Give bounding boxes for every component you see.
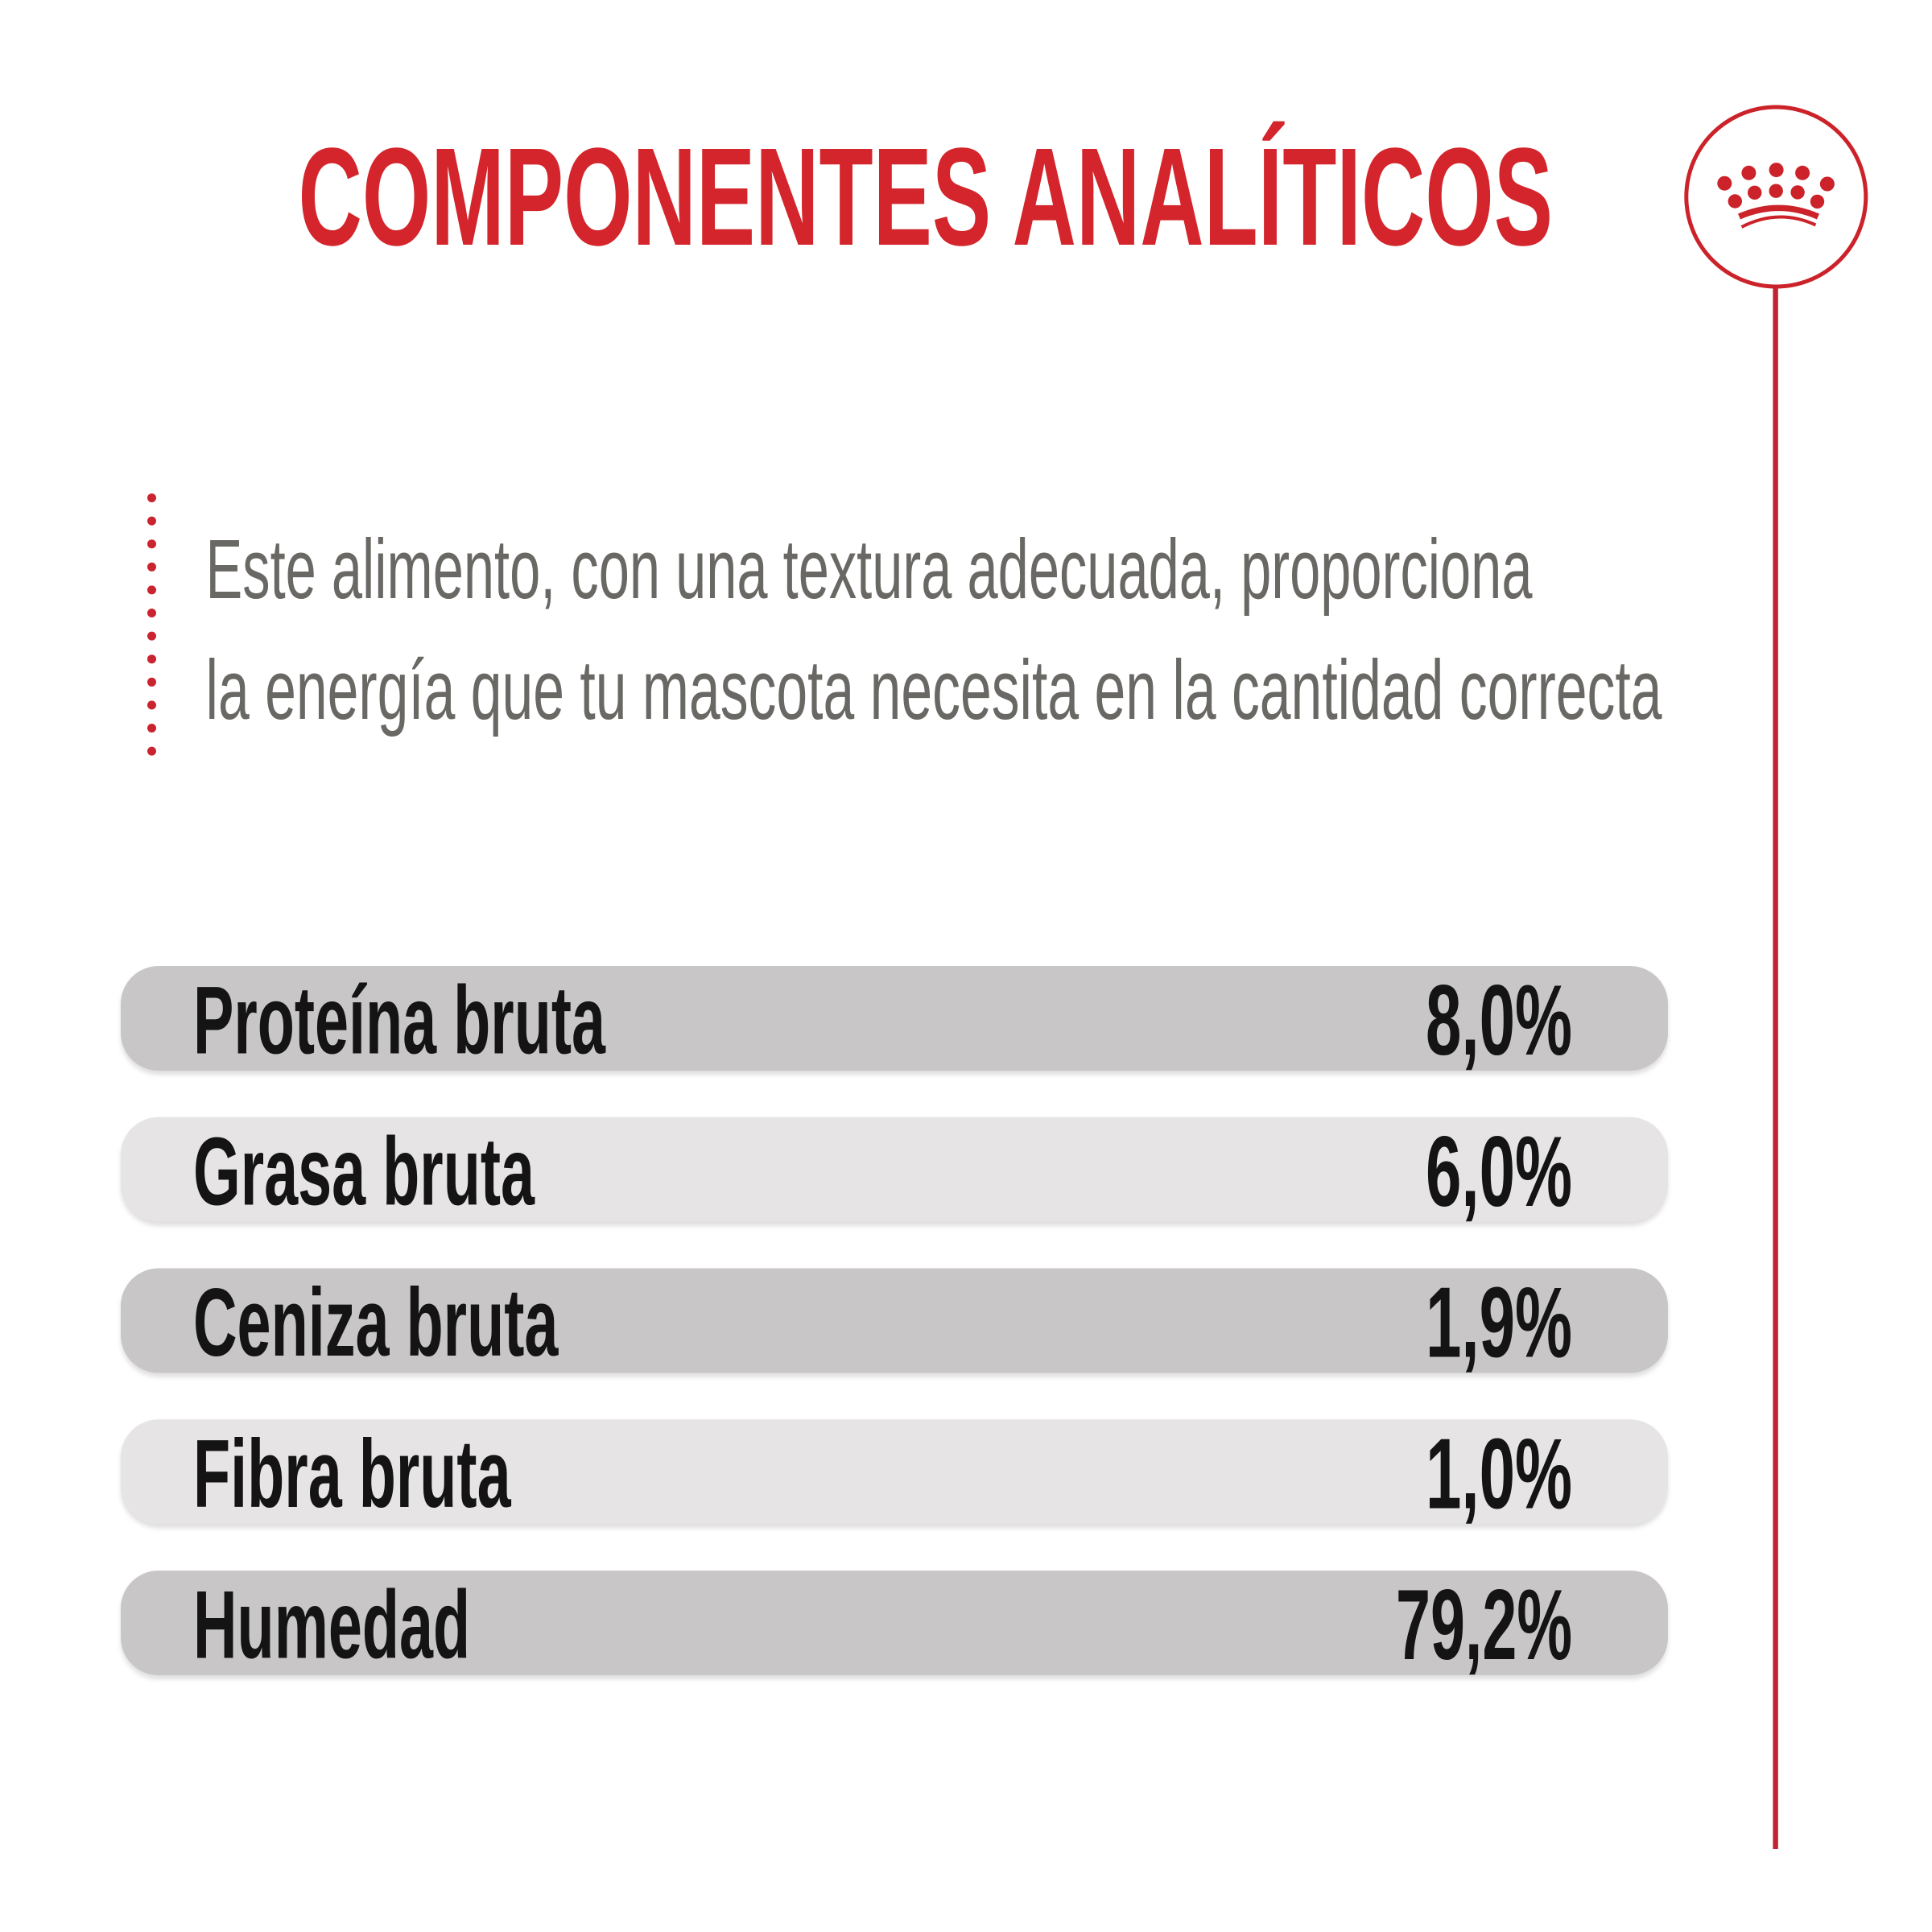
svg-text:8,0%: 8,0% [1426,965,1572,1076]
svg-text:1,0%: 1,0% [1426,1418,1572,1530]
svg-text:79,2%: 79,2% [1396,1570,1572,1681]
svg-text:6,0%: 6,0% [1426,1117,1572,1228]
svg-text:Humedad: Humedad [193,1571,470,1679]
svg-text:Proteína bruta: Proteína bruta [193,967,606,1075]
svg-text:COMPONENTES ANALÍTICOS: COMPONENTES ANALÍTICOS [299,118,1554,275]
svg-text:Fibra bruta: Fibra bruta [193,1420,511,1528]
svg-text:Ceniza bruta: Ceniza bruta [193,1269,559,1377]
svg-text:la energía que tu mascota nece: la energía que tu mascota necesita en la… [206,643,1662,737]
svg-text:Este alimento, con una textura: Este alimento, con una textura adecuada,… [206,522,1533,617]
svg-text:1,9%: 1,9% [1426,1268,1572,1379]
svg-text:Grasa bruta: Grasa bruta [193,1117,535,1225]
